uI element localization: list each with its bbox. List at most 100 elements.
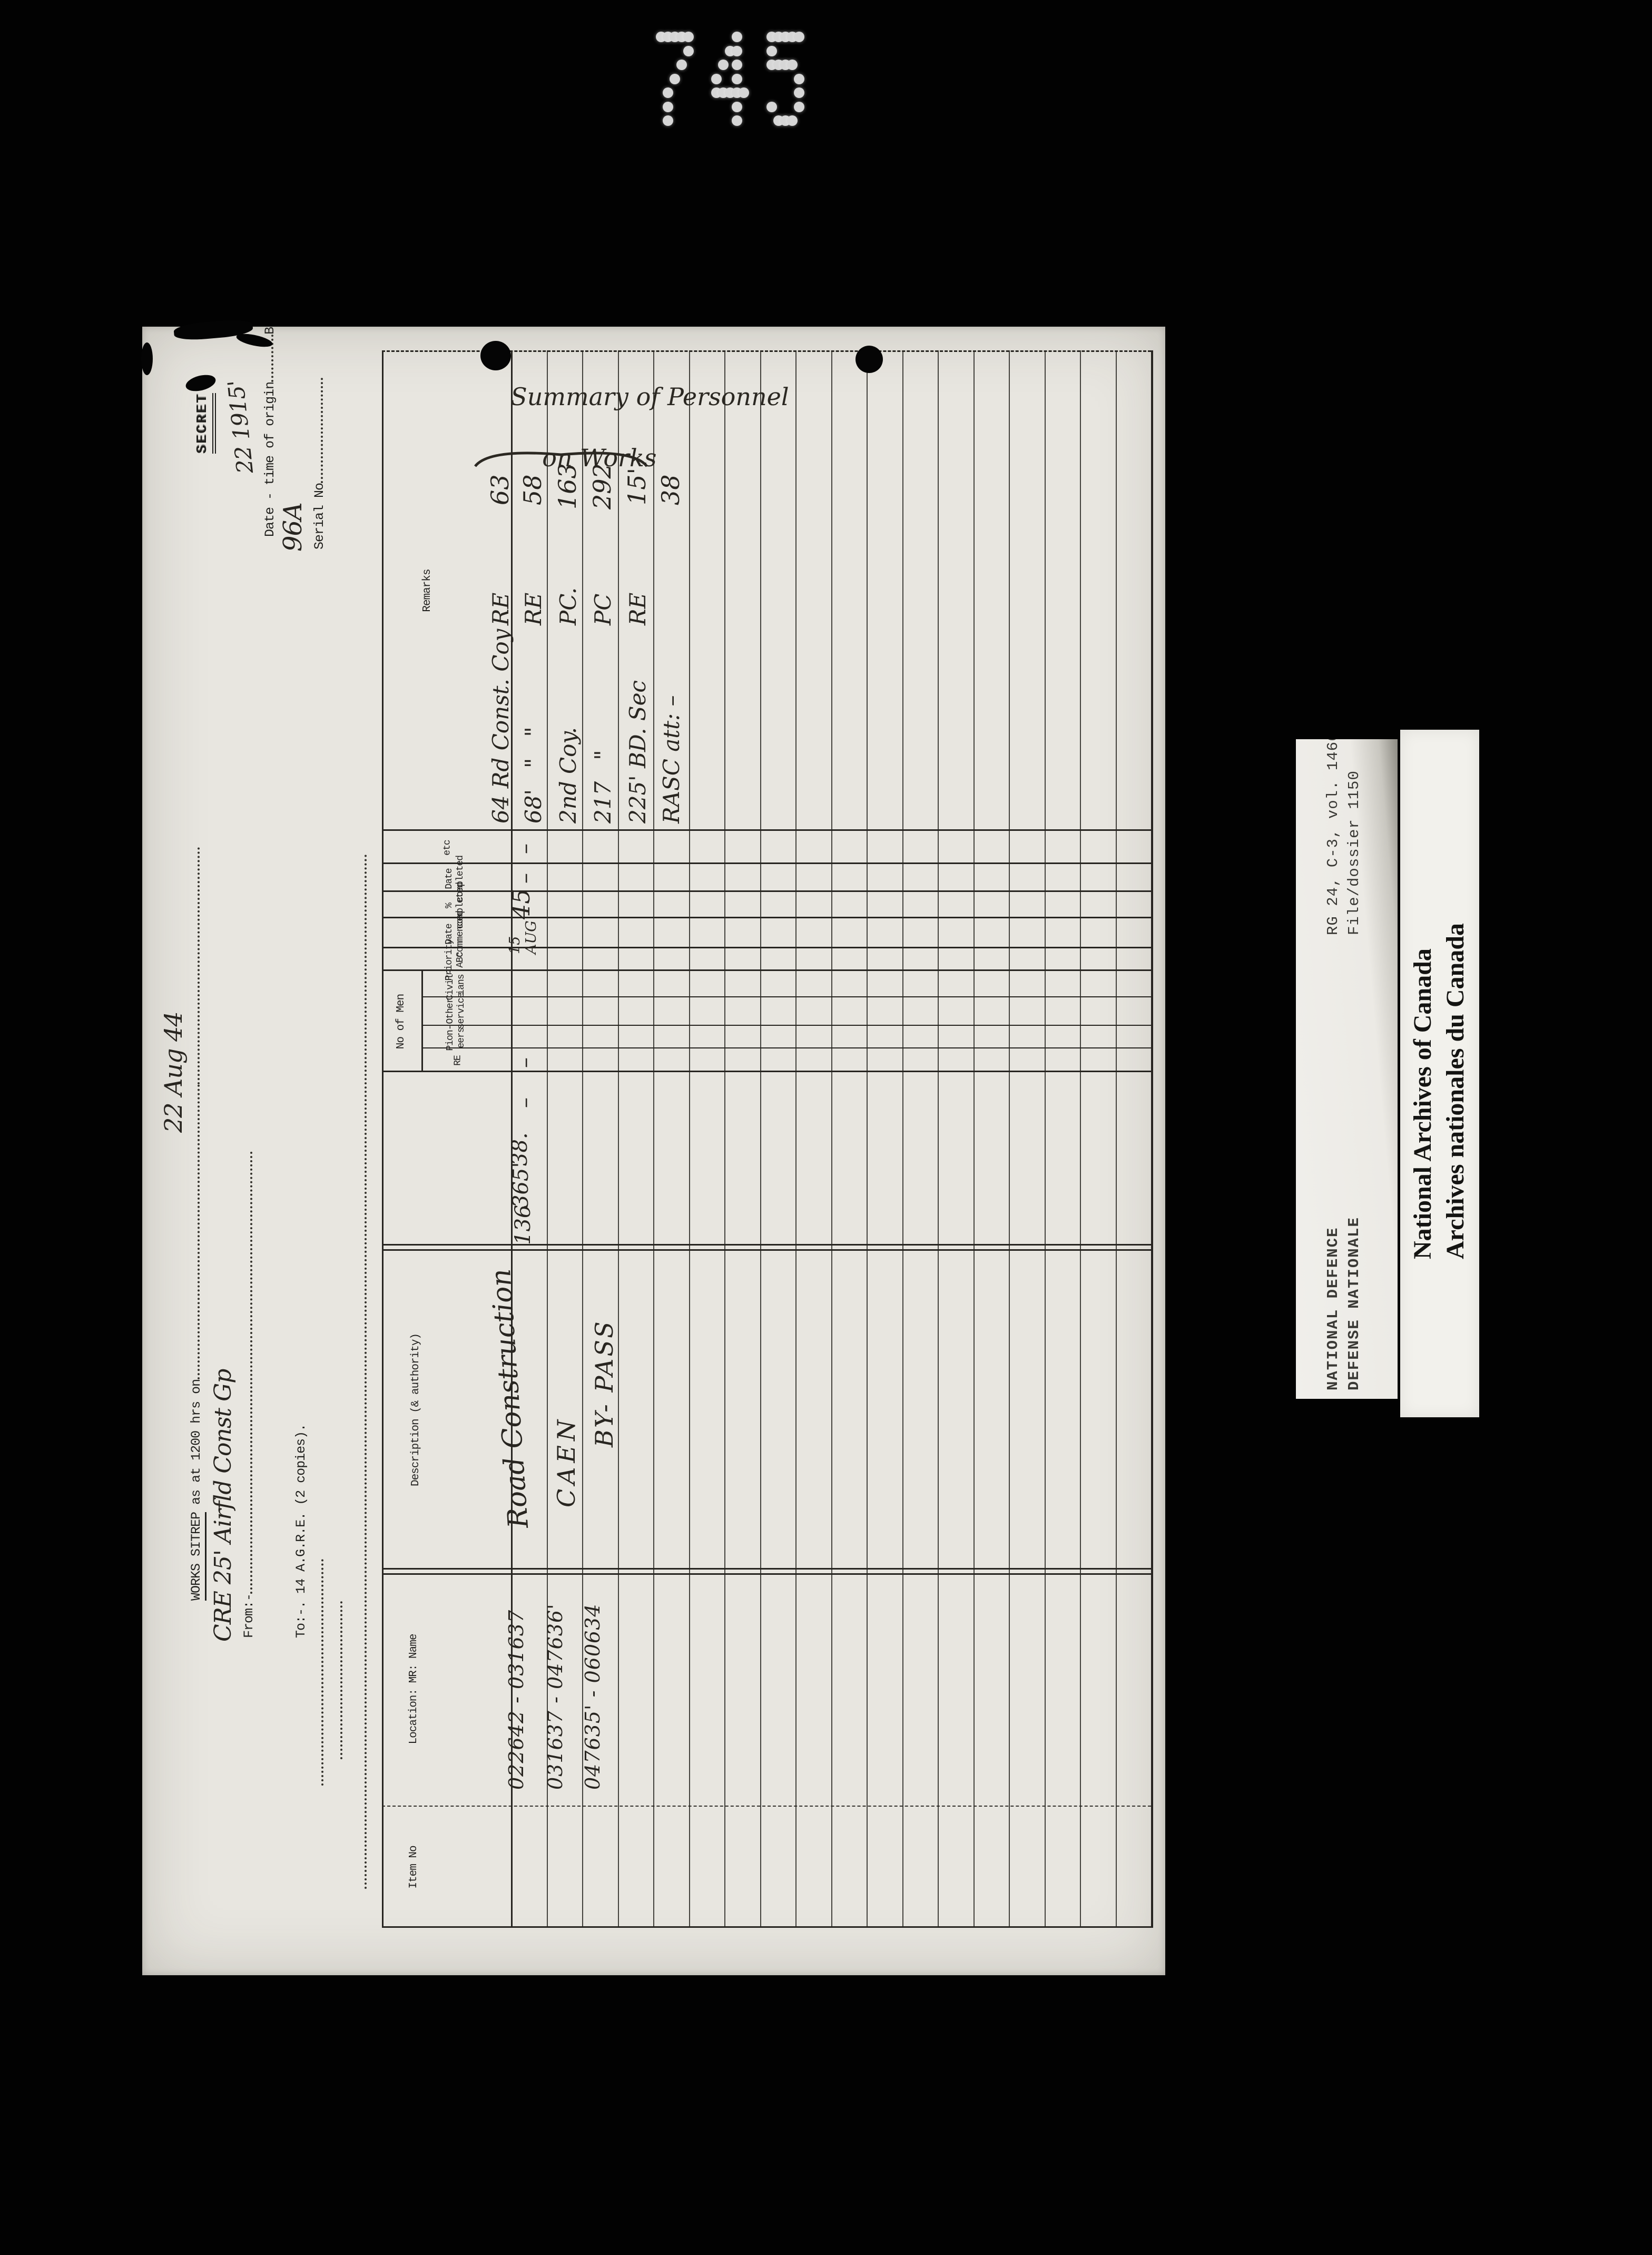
remarks-unit: 68' " " [520, 727, 546, 823]
dot [732, 73, 742, 84]
men-date-commenced: 15 AUG [507, 920, 539, 954]
grid-line [421, 1025, 1151, 1026]
dotted-filler [338, 1601, 342, 1759]
punch-hole [480, 341, 511, 370]
grid-line [867, 350, 868, 1928]
dot [663, 87, 673, 98]
grid-line [421, 971, 423, 1072]
grid-line [382, 829, 1151, 831]
men-date-completed: – [513, 873, 537, 884]
remarks-unit: 225' BD. Sec [625, 680, 651, 823]
dot [794, 73, 804, 84]
title-rest: as at 1200 hrs on [189, 1379, 204, 1512]
dot [670, 73, 680, 84]
grid-line [382, 1249, 1151, 1251]
defence-label-fr: DEFENSE NATIONALE [1345, 1217, 1363, 1390]
dot [732, 101, 742, 112]
men-etc: – [513, 844, 537, 854]
grid-line [382, 890, 1151, 892]
col-header-description: Description (& authority) [410, 1333, 422, 1487]
grid-line [421, 1047, 1151, 1048]
dotted-leader [187, 1084, 200, 1379]
dtg-suffix: B [262, 327, 278, 335]
grid-line [1044, 350, 1046, 1928]
title-date-handwritten: 22 Aug 44 [159, 1012, 188, 1133]
dotted-leader [310, 377, 323, 483]
grid-line [382, 917, 1151, 918]
remarks-unit: 2nd Coy. [555, 727, 581, 823]
from-value-handwritten: CRE 25' Airfld Const Gp [210, 1369, 237, 1642]
dot [794, 87, 804, 98]
grid-line [1080, 350, 1081, 1928]
grid-line [902, 350, 903, 1928]
serial-line: Serial No 96A [278, 377, 358, 609]
dot [732, 115, 742, 126]
grid-line [382, 1071, 1151, 1072]
grid-line [938, 350, 939, 1928]
remarks-corps: RE [520, 592, 546, 625]
grid-line [617, 350, 619, 1928]
remarks-count: 15' [623, 467, 651, 505]
dot [676, 60, 687, 70]
dotted-leader [240, 1151, 252, 1594]
grid-line [1151, 350, 1153, 1928]
serial-label: Serial No [312, 483, 327, 550]
archives-label-fr: Archives nationales du Canada [1441, 923, 1469, 1259]
archive-reference-dossier: File/dossier 1150 [1345, 770, 1363, 935]
grid-line [724, 350, 725, 1928]
dot [766, 101, 777, 112]
grid-line [382, 1573, 1151, 1575]
location-entry: 047635' - 060634 [581, 1603, 604, 1790]
col-header-remarks: Remarks [421, 569, 434, 612]
table-grid [382, 350, 1153, 1928]
to-label: To:-. [293, 1601, 309, 1638]
dtg-label: Date - time of origin [262, 381, 278, 537]
grid-line [382, 1806, 1151, 1807]
dot [732, 60, 742, 70]
grid-line [689, 350, 690, 1928]
grid-line [382, 969, 1151, 971]
serial-value-handwritten: 96A [278, 503, 308, 552]
remarks-corps: RE [488, 592, 514, 625]
summary-note-line2: on Works [542, 444, 657, 472]
remarks-count: 38 [656, 474, 685, 505]
col-header-etc: etc [442, 840, 453, 856]
handwritten-brace [474, 452, 648, 467]
remarks-corps: RE [625, 592, 651, 625]
dot [663, 101, 673, 112]
dot [794, 32, 804, 42]
grid-line [382, 1244, 1151, 1246]
title-underlined: WORKS SITREP [189, 1512, 206, 1601]
dotted-rule [362, 854, 367, 1889]
grid-line [831, 350, 832, 1928]
defence-label-inner: NATIONAL DEFENCE DEFENSE NATIONALE RG 24… [1296, 739, 1398, 1399]
summary-note-line1: Summary of Personnel [510, 383, 789, 411]
grid-line [421, 996, 1151, 997]
archive-reference-volume: RG 24, C-3, vol. 14661 [1324, 739, 1342, 935]
remarks-unit: RASC att: – [658, 695, 684, 823]
dot [739, 87, 749, 98]
archives-label-en: National Archives of Canada [1409, 948, 1437, 1259]
grid-line [795, 350, 796, 1928]
grid-line [760, 350, 761, 1928]
grid-line [382, 350, 384, 1928]
dot [787, 115, 798, 126]
remarks-unit: 217 " [590, 750, 616, 823]
remarks-unit: 64 Rd Const. Coy [488, 629, 514, 823]
dot [794, 101, 804, 112]
dotted-leader [187, 847, 200, 1084]
men-civilians: – [513, 1097, 537, 1108]
torn-edge-mark [141, 342, 153, 375]
location-entry: 022642 - 031637 [505, 1609, 528, 1790]
document-wrapper: WORKS SITREP as at 1200 hrs on 22 Aug 44… [142, 327, 1165, 1975]
grid-line [653, 350, 654, 1928]
grid-line [382, 1568, 1151, 1570]
men-other-service: 38. [508, 1132, 532, 1166]
col-header-re: RE [453, 1055, 464, 1066]
dot [663, 115, 673, 126]
works-sitrep-document: WORKS SITREP as at 1200 hrs on 22 Aug 44… [142, 327, 1165, 1975]
archives-label-inner: National Archives of Canada Archives nat… [1400, 730, 1479, 1417]
dot [683, 45, 694, 56]
description-entry: CAEN [552, 1415, 581, 1507]
